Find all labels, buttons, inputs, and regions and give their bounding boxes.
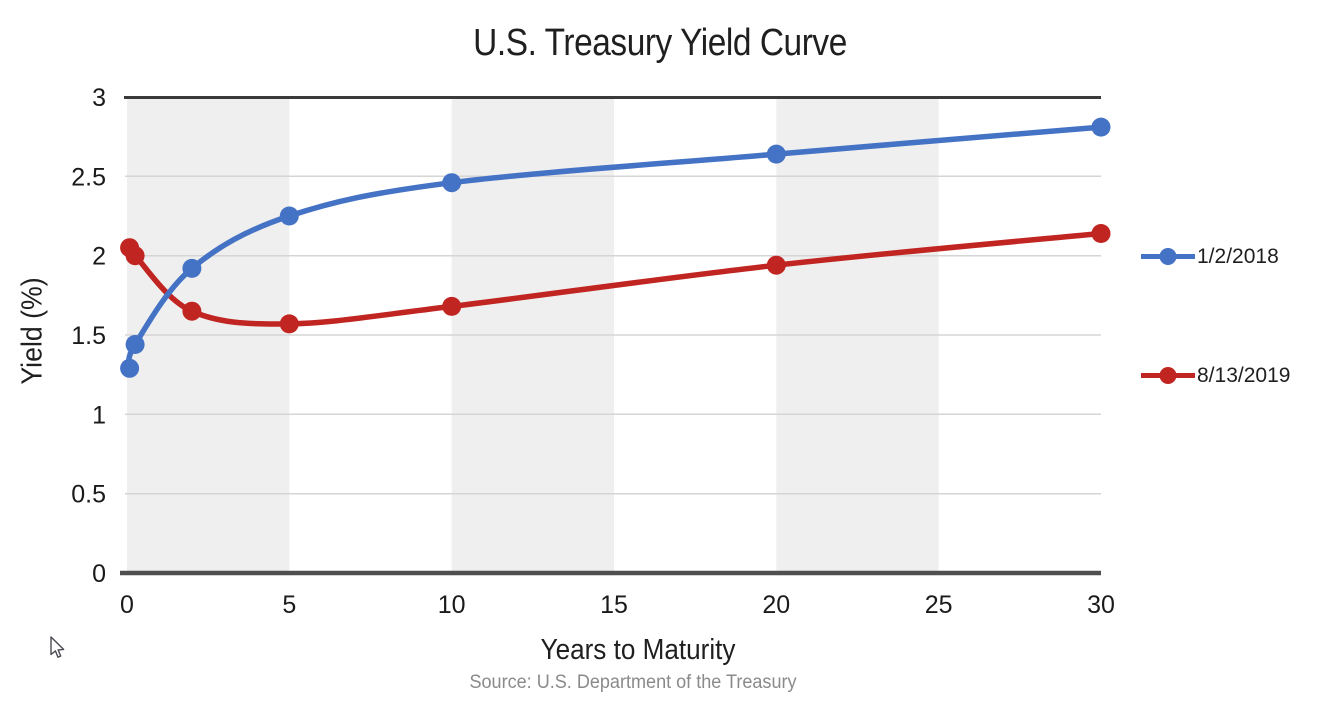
data-point-series-1 bbox=[182, 301, 202, 321]
legend-marker-2018 bbox=[1141, 248, 1195, 265]
legend-label-2018: 1/2/2018 bbox=[1197, 244, 1279, 268]
data-point-series-0 bbox=[120, 358, 140, 378]
chart-title: U.S. Treasury Yield Curve bbox=[473, 22, 847, 64]
data-point-series-1 bbox=[125, 246, 145, 266]
data-point-series-0 bbox=[125, 335, 145, 354]
legend-label-2019: 8/13/2019 bbox=[1197, 363, 1291, 387]
source-note: Source: U.S. Department of the Treasury bbox=[469, 672, 797, 693]
x-axis-title: Years to Maturity bbox=[540, 634, 736, 666]
y-tick-label: 0.5 bbox=[71, 481, 106, 509]
legend-marker-2019 bbox=[1141, 367, 1195, 384]
x-tick-label: 15 bbox=[600, 591, 628, 619]
x-tick-label: 25 bbox=[925, 591, 953, 619]
series-line-1 bbox=[126, 230, 1104, 327]
y-tick-label: 2 bbox=[92, 243, 106, 271]
data-point-series-0 bbox=[279, 206, 299, 226]
data-point-series-0 bbox=[766, 144, 786, 164]
x-tick-label: 20 bbox=[762, 591, 790, 619]
x-tick-label: 0 bbox=[120, 591, 134, 619]
data-point-series-0 bbox=[442, 173, 462, 193]
series-line-0 bbox=[126, 124, 1104, 372]
data-point-series-1 bbox=[1091, 224, 1111, 243]
y-tick-label: 2.5 bbox=[71, 163, 106, 191]
x-tick-label: 10 bbox=[438, 591, 466, 619]
data-point-series-1 bbox=[279, 314, 299, 334]
y-tick-label: 1 bbox=[92, 401, 106, 429]
legend-item-2019: 8/13/2019 bbox=[1140, 362, 1290, 389]
x-tick-label: 5 bbox=[282, 591, 296, 619]
y-tick-label: 0 bbox=[92, 560, 106, 588]
data-point-series-1 bbox=[766, 255, 786, 275]
y-tick-label: 1.5 bbox=[71, 322, 106, 350]
x-tick-label: 30 bbox=[1087, 591, 1115, 619]
mouse-cursor bbox=[50, 636, 65, 658]
data-point-series-1 bbox=[442, 296, 462, 316]
legend-item-2018: 1/2/2018 bbox=[1140, 243, 1279, 270]
y-tick-label: 3 bbox=[92, 84, 106, 112]
data-point-series-0 bbox=[182, 258, 202, 278]
data-point-series-0 bbox=[1091, 117, 1111, 137]
